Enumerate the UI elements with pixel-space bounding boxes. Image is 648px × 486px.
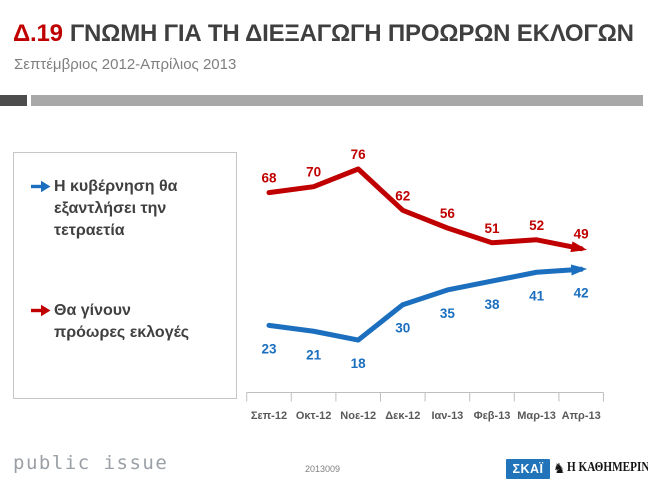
legend-item-government-full-term: Η κυβέρνηση θα εξαντλήσει την τετραετία [30, 176, 204, 242]
x-axis-label: Σεπ-12 [251, 410, 287, 422]
title-text: ΓΝΩΜΗ ΓΙΑ ΤΗ ΔΙΕΞΑΓΩΓΗ ΠΡΟΩΡΩΝ ΕΚΛΟΓΩΝ [69, 20, 634, 47]
data-label: 35 [440, 306, 456, 321]
line-chart: Σεπ-12 Οκτ-12 Νοε-12 Δεκ-12 Ιαν-13 Φεβ-13 Μαρ-… [246, 147, 604, 422]
skai-logo: ΣΚΑΪ [506, 459, 550, 479]
data-label: 70 [306, 165, 321, 180]
x-axis-label: Νοε-12 [340, 410, 376, 422]
data-label: 38 [484, 297, 500, 312]
x-axis-label: Απρ-13 [562, 410, 601, 422]
data-label: 30 [395, 321, 410, 336]
series-line-0 [266, 166, 588, 253]
data-label: 52 [529, 218, 544, 233]
data-label: 41 [529, 288, 545, 303]
legend-label-early-elections: Θα γίνουν πρόωρες εκλογές [54, 302, 190, 342]
divider-dark-segment [0, 95, 27, 106]
data-label: 62 [395, 188, 410, 203]
subtitle: Σεπτέμβριος 2012-Απρίλιος 2013 [14, 56, 237, 73]
data-label: 23 [261, 341, 277, 356]
legend-item-early-elections: Θα γίνουν πρόωρες εκλογές [30, 300, 204, 344]
series-line-1 [266, 264, 588, 343]
data-label: 42 [574, 285, 589, 300]
divider-light-segment [31, 95, 643, 106]
page-title: Δ.19 ΓΝΩΜΗ ΓΙΑ ΤΗ ΔΙΕΞΑΓΩΓΗ ΠΡΟΩΡΩΝ ΕΚΛΟΓ… [13, 20, 634, 48]
data-label: 56 [440, 206, 456, 221]
legend-label-government-full-term: Η κυβέρνηση θα εξαντλήσει την τετραετία [54, 178, 178, 240]
x-axis-label: Οκτ-12 [296, 410, 332, 422]
public-issue-logo: public issue [13, 452, 169, 474]
x-axis-label: Μαρ-13 [517, 410, 556, 422]
data-label: 21 [306, 347, 322, 362]
document-number: 2013009 [305, 464, 341, 474]
data-label: 49 [574, 227, 589, 242]
data-label: 68 [261, 171, 277, 186]
x-axis-label: Δεκ-12 [385, 410, 420, 422]
x-axis-label: Φεβ-13 [474, 410, 511, 422]
kathimerini-eagle-emblem-icon: ♞ [553, 460, 566, 476]
data-label: 76 [351, 147, 367, 162]
red-arrow-icon [31, 304, 51, 317]
title-number: Δ.19 [13, 20, 63, 47]
kathimerini-logo-text: Η ΚΑΘΗΜΕΡΙΝΗ [566, 460, 648, 475]
blue-arrow-icon [31, 180, 51, 193]
chart-legend: Η κυβέρνηση θα εξαντλήσει την τετραετία … [13, 152, 237, 399]
data-label: 18 [351, 356, 367, 371]
kathimerini-logo: ♞ Η ΚΑΘΗΜΕΡΙΝΗ [553, 460, 648, 476]
x-axis-label: Ιαν-13 [431, 410, 463, 422]
data-label: 51 [484, 221, 500, 236]
